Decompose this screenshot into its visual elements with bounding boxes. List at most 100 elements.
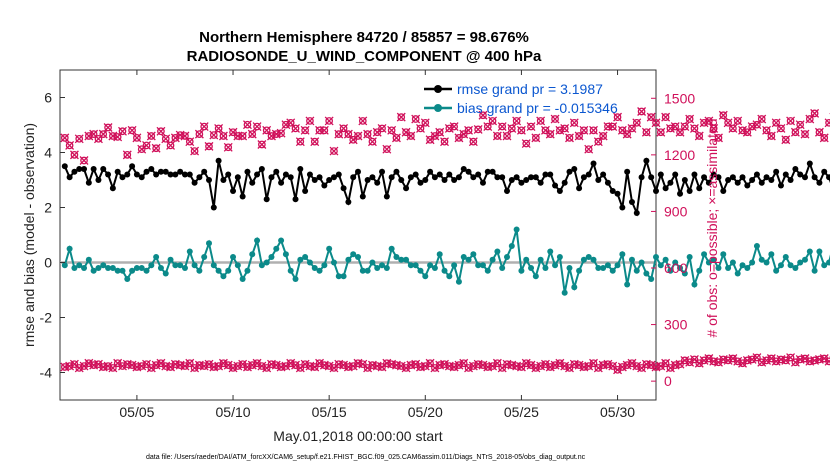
rmse-point: [667, 179, 674, 186]
obs-possible-point: [613, 113, 622, 121]
obs-assimilated-cross: [440, 137, 449, 147]
x-tick-label: 05/05: [119, 404, 154, 420]
obs-count-cross: [516, 362, 526, 372]
obs-possible-point: [512, 117, 521, 125]
obs-possible-point: [339, 124, 348, 133]
obs-assimilated-cross: [223, 142, 233, 152]
bias-point: [653, 254, 659, 260]
rmse-point: [638, 174, 645, 181]
rmse-point: [556, 188, 563, 194]
obs-count-cross: [540, 359, 550, 369]
obs-count-cross: [79, 361, 89, 371]
bias-point: [475, 262, 482, 269]
obs-possible-point: [426, 135, 434, 144]
obs-count-cross: [627, 358, 637, 368]
obs-count-cross: [704, 354, 714, 363]
obs-assimilated-cross: [242, 120, 252, 130]
obs-count-point: [676, 360, 684, 369]
obs-possible-point: [306, 117, 314, 125]
bias-point: [580, 256, 587, 263]
obs-count-cross: [497, 363, 507, 373]
rmse-point: [446, 171, 453, 178]
obs-assimilated-cross: [449, 122, 459, 132]
rmse-point: [162, 168, 169, 175]
obs-possible-point: [166, 141, 175, 150]
obs-count-cross: [286, 358, 296, 368]
obs-possible-point: [459, 130, 468, 138]
rmse-point: [220, 177, 227, 183]
bias-point: [215, 267, 222, 274]
obs-count-cross: [156, 358, 166, 368]
obs-assimilated-cross: [617, 125, 627, 135]
bias-point: [148, 262, 155, 269]
rmse-point: [782, 171, 789, 178]
rmse-point: [720, 188, 727, 194]
obs-possible-point: [123, 151, 132, 159]
bias-point: [556, 254, 563, 260]
obs-assimilated-cross: [459, 129, 469, 139]
bias-point: [201, 254, 208, 260]
bias-point: [230, 254, 237, 260]
legend-rmse-label: rmse grand pr = 3.1987: [457, 81, 603, 97]
obs-possible-point: [714, 134, 723, 142]
bias-point: [701, 251, 708, 258]
obs-count-cross: [238, 359, 248, 369]
bias-point: [811, 267, 818, 274]
rmse-point: [335, 171, 342, 178]
rmse-point: [114, 168, 121, 175]
obs-count-point: [498, 364, 507, 372]
bias-point: [206, 240, 212, 247]
obs-count-cross: [728, 354, 738, 363]
rmse-point: [624, 168, 631, 175]
bias-point: [720, 251, 727, 258]
obs-count-cross: [699, 355, 709, 365]
rmse-point: [537, 179, 544, 186]
rmse-point: [513, 174, 520, 181]
obs-possible-point: [431, 132, 439, 140]
obs-count-cross: [257, 361, 267, 371]
rmse-point: [427, 168, 434, 175]
rmse-point: [393, 168, 400, 175]
obs-count-point: [589, 359, 598, 368]
obs-assimilated-cross: [425, 135, 435, 145]
bias-point: [590, 256, 597, 263]
obs-count-cross: [420, 361, 430, 371]
obs-assimilated-cross: [598, 131, 608, 141]
bias-point: [210, 262, 217, 269]
obs-possible-point: [488, 117, 497, 125]
obs-count-cross: [819, 354, 829, 363]
obs-assimilated-cross: [641, 127, 651, 137]
obs-possible-point: [89, 130, 98, 138]
obs-possible-point: [65, 141, 74, 150]
bias-point: [167, 256, 174, 263]
rmse-point: [85, 179, 92, 186]
obs-possible-point: [262, 126, 271, 135]
obs-assimilated-cross: [391, 133, 401, 143]
y-axis-right-label: # of obs: o=possible; ×=assimilated: [704, 118, 720, 337]
bias-point: [792, 265, 799, 271]
obs-count-cross: [665, 363, 675, 373]
bias-point: [826, 259, 830, 266]
bias-point: [340, 273, 347, 280]
obs-count-cross: [531, 363, 541, 373]
rmse-point: [479, 179, 486, 186]
obs-possible-point: [407, 132, 415, 140]
bias-point: [383, 265, 390, 271]
bias-point: [821, 262, 828, 269]
bias-point: [379, 262, 386, 269]
rmse-point: [345, 199, 352, 205]
obs-possible-point: [493, 132, 502, 140]
rmse-point: [619, 204, 626, 211]
obs-assimilated-cross: [757, 114, 767, 124]
rmse-point: [172, 171, 179, 178]
rmse-point: [417, 179, 424, 186]
obs-assimilated-cross: [714, 133, 723, 143]
rmse-point: [157, 168, 164, 175]
obs-possible-point: [604, 122, 612, 131]
bias-point: [725, 265, 732, 271]
bias-point: [292, 276, 299, 282]
rmse-point: [302, 188, 309, 194]
obs-assimilated-cross: [122, 150, 132, 160]
obs-possible-point: [349, 135, 358, 144]
obs-assimilated-cross: [613, 112, 623, 122]
